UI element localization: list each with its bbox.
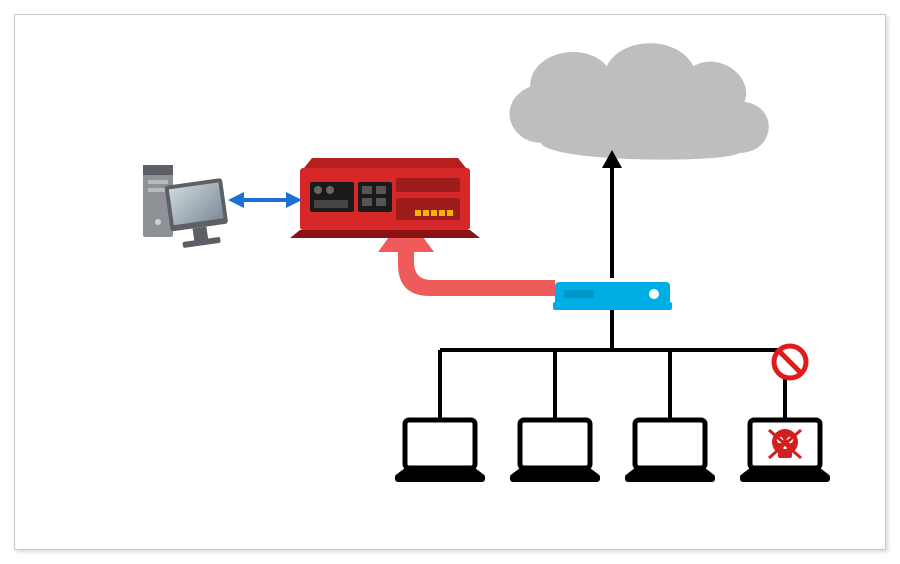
- router-icon: [553, 282, 672, 310]
- link-router-to-cloud: [602, 150, 622, 278]
- network-diagram: [0, 0, 900, 564]
- cloud-icon: [510, 43, 769, 159]
- sync-double-arrow: [228, 192, 302, 208]
- skull-icon: [769, 429, 801, 458]
- workstation-icon: [143, 165, 231, 249]
- laptop-icon: [395, 420, 485, 482]
- laptop-icon: [510, 420, 600, 482]
- laptop-icon: [625, 420, 715, 482]
- prohibit-icon: [774, 346, 806, 378]
- laptop-infected-icon: [740, 420, 830, 482]
- network-bus: [440, 310, 785, 420]
- red-appliance-icon: [290, 158, 480, 238]
